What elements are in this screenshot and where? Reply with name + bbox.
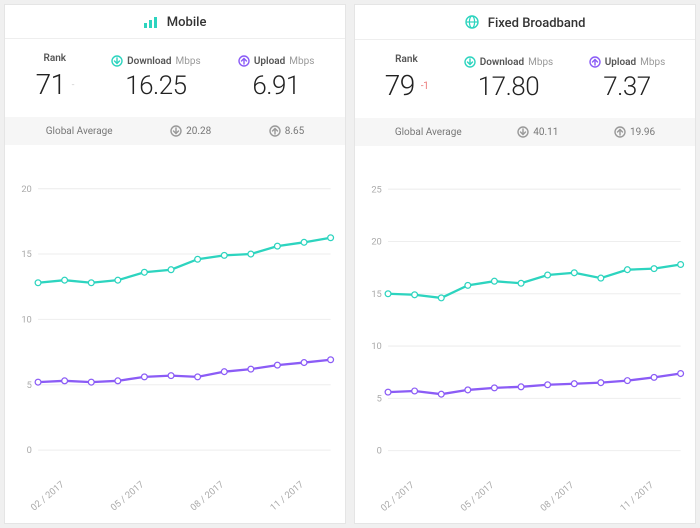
global-label: Global Average bbox=[46, 126, 113, 137]
down-arrow-circle-icon bbox=[464, 56, 476, 68]
svg-text:0: 0 bbox=[27, 445, 32, 456]
speed-chart: 0 5 10 15 20 25 02 / 2017 05 / 2017 08 / 2017 11 … bbox=[359, 154, 691, 519]
down-arrow-circle-icon bbox=[517, 126, 529, 138]
svg-text:05 / 2017: 05 / 2017 bbox=[459, 480, 497, 514]
upload-block: Upload Mbps 6.91 bbox=[238, 55, 315, 101]
upload-label: Upload Mbps bbox=[589, 56, 666, 68]
download-label: Download Mbps bbox=[111, 55, 201, 67]
panel-title: Mobile bbox=[5, 5, 345, 39]
svg-text:25: 25 bbox=[371, 184, 382, 195]
download-value: 16.25 bbox=[111, 71, 201, 101]
svg-text:15: 15 bbox=[371, 289, 382, 300]
svg-text:05 / 2017: 05 / 2017 bbox=[109, 479, 147, 513]
global-download: 20.28 bbox=[170, 125, 211, 137]
rank-label: Rank bbox=[36, 53, 74, 64]
panel-title: Fixed Broadband bbox=[355, 5, 695, 40]
up-arrow-circle-icon bbox=[589, 56, 601, 68]
globe-icon bbox=[465, 15, 479, 29]
chart-area: 0 5 10 15 20 02 / 2017 05 / 2017 08 / 2017 11 / … bbox=[5, 145, 345, 523]
download-block: Download Mbps 16.25 bbox=[111, 55, 201, 101]
svg-text:11 / 2017: 11 / 2017 bbox=[618, 480, 656, 514]
svg-text:11 / 2017: 11 / 2017 bbox=[268, 479, 306, 513]
global-average-row: Global Average 20.28 8.65 bbox=[5, 117, 345, 145]
svg-text:02 / 2017: 02 / 2017 bbox=[29, 479, 67, 513]
svg-text:10: 10 bbox=[21, 315, 32, 326]
up-arrow-circle-icon bbox=[269, 125, 281, 137]
svg-text:08 / 2017: 08 / 2017 bbox=[538, 480, 576, 514]
rank-block: Rank 71- bbox=[36, 53, 74, 101]
rank-value: 79-1 bbox=[385, 69, 428, 102]
svg-text:5: 5 bbox=[27, 380, 32, 391]
upload-value: 7.37 bbox=[589, 72, 666, 102]
rank-label: Rank bbox=[385, 54, 428, 65]
panel-title-text: Fixed Broadband bbox=[488, 16, 586, 31]
speed-chart: 0 5 10 15 20 02 / 2017 05 / 2017 08 / 2017 11 / … bbox=[9, 153, 341, 519]
down-arrow-circle-icon bbox=[170, 125, 182, 137]
rank-block: Rank 79-1 bbox=[385, 54, 428, 102]
download-label: Download Mbps bbox=[464, 56, 554, 68]
upload-value: 6.91 bbox=[238, 71, 315, 101]
global-average-row: Global Average 40.11 19.96 bbox=[355, 118, 695, 146]
global-upload: 19.96 bbox=[614, 126, 655, 138]
stats-row: Rank 71- Download Mbps 16.25 Upload Mbps… bbox=[5, 39, 345, 117]
up-arrow-circle-icon bbox=[614, 126, 626, 138]
global-upload: 8.65 bbox=[269, 125, 305, 137]
rank-value: 71- bbox=[36, 68, 74, 101]
up-arrow-circle-icon bbox=[238, 55, 250, 67]
upload-label: Upload Mbps bbox=[238, 55, 315, 67]
stats-row: Rank 79-1 Download Mbps 17.80 Upload Mbp… bbox=[355, 40, 695, 118]
signal-bars-icon bbox=[144, 16, 158, 28]
panel-title-text: Mobile bbox=[167, 15, 207, 30]
svg-text:5: 5 bbox=[377, 393, 382, 404]
svg-text:15: 15 bbox=[21, 249, 32, 260]
global-download: 40.11 bbox=[517, 126, 558, 138]
chart-area: 0 5 10 15 20 25 02 / 2017 05 / 2017 08 / 2017 11 … bbox=[355, 146, 695, 523]
global-label: Global Average bbox=[395, 127, 462, 138]
upload-block: Upload Mbps 7.37 bbox=[589, 56, 666, 102]
svg-text:20: 20 bbox=[21, 184, 32, 195]
broadband-panel: Fixed Broadband Rank 79-1 Download Mbps … bbox=[354, 4, 696, 524]
rank-delta: - bbox=[72, 80, 74, 91]
mobile-panel: Mobile Rank 71- Download Mbps 16.25 Uplo… bbox=[4, 4, 346, 524]
svg-text:0: 0 bbox=[377, 446, 382, 457]
rank-delta: -1 bbox=[421, 81, 428, 92]
download-value: 17.80 bbox=[464, 72, 554, 102]
svg-text:20: 20 bbox=[371, 237, 382, 248]
svg-text:08 / 2017: 08 / 2017 bbox=[188, 479, 226, 513]
download-block: Download Mbps 17.80 bbox=[464, 56, 554, 102]
svg-text:10: 10 bbox=[371, 341, 382, 352]
down-arrow-circle-icon bbox=[111, 55, 123, 67]
svg-text:02 / 2017: 02 / 2017 bbox=[379, 480, 417, 514]
